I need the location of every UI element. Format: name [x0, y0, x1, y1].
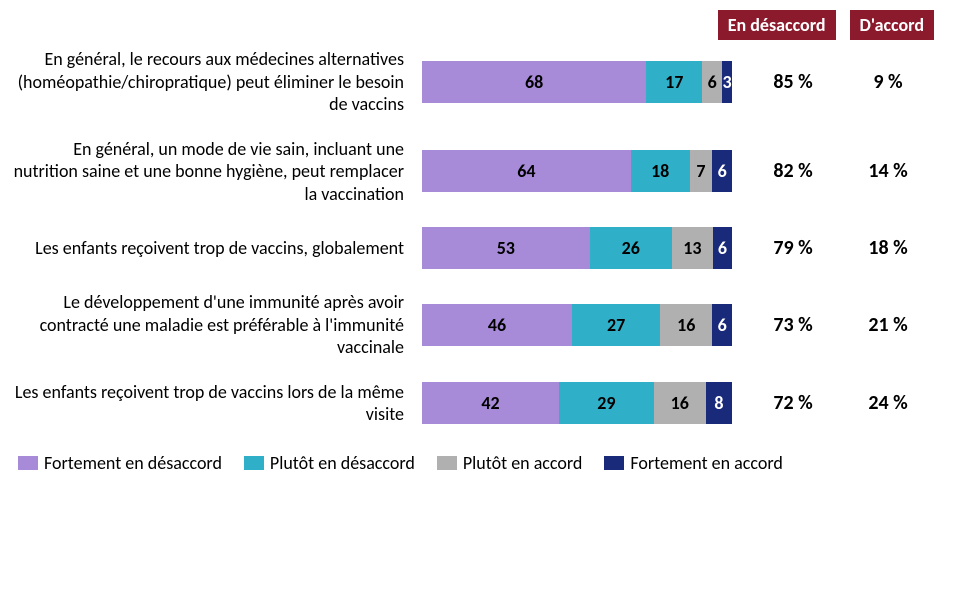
- chart-row: En général, un mode de vie sain, incluan…: [10, 138, 938, 206]
- legend-label: Fortement en désaccord: [44, 452, 222, 474]
- disagree-total: 79 %: [758, 236, 828, 260]
- row-totals: 79 % 18 %: [758, 236, 938, 260]
- bar-segment: 13: [672, 227, 713, 269]
- legend: Fortement en désaccord Plutôt en désaccor…: [10, 452, 938, 474]
- legend-label: Plutôt en accord: [463, 452, 583, 474]
- disagree-total: 72 %: [758, 391, 828, 415]
- row-label: En général, le recours aux médecines alt…: [10, 48, 410, 116]
- legend-label: Plutôt en désaccord: [270, 452, 415, 474]
- row-label: Le développement d'une immunité après av…: [10, 291, 410, 359]
- bar-segment: 8: [706, 382, 732, 424]
- legend-item: Plutôt en désaccord: [244, 452, 415, 474]
- row-totals: 85 % 9 %: [758, 70, 938, 94]
- agree-total: 9 %: [858, 70, 918, 94]
- header-agree: D'accord: [850, 10, 934, 40]
- legend-swatch: [18, 456, 38, 470]
- bar-segment: 27: [572, 304, 660, 346]
- column-headers: En désaccord D'accord: [10, 10, 938, 40]
- bar-segment: 42: [422, 382, 559, 424]
- bar-segment: 53: [422, 227, 590, 269]
- legend-swatch: [437, 456, 457, 470]
- disagree-total: 73 %: [758, 313, 828, 337]
- header-disagree: En désaccord: [718, 10, 836, 40]
- row-totals: 82 % 14 %: [758, 159, 938, 183]
- legend-swatch: [244, 456, 264, 470]
- disagree-total: 85 %: [758, 70, 828, 94]
- bar-segment: 68: [422, 61, 646, 103]
- bar-segment: 18: [631, 150, 690, 192]
- row-label: En général, un mode de vie sain, incluan…: [10, 138, 410, 206]
- row-label: Les enfants reçoivent trop de vaccins lo…: [10, 381, 410, 426]
- stacked-bar: 641876: [422, 150, 732, 192]
- legend-item: Plutôt en accord: [437, 452, 583, 474]
- row-label: Les enfants reçoivent trop de vaccins, g…: [10, 237, 410, 260]
- chart-row: En général, le recours aux médecines alt…: [10, 48, 938, 116]
- bar-segment: 16: [660, 304, 712, 346]
- stacked-bar: 5326136: [422, 227, 732, 269]
- bar-segment: 46: [422, 304, 572, 346]
- chart-row: Le développement d'une immunité après av…: [10, 291, 938, 359]
- bar-segment: 6: [712, 150, 732, 192]
- agree-total: 24 %: [858, 391, 918, 415]
- agree-total: 18 %: [858, 236, 918, 260]
- disagree-total: 82 %: [758, 159, 828, 183]
- bar-segment: 17: [646, 61, 702, 103]
- chart-row: Les enfants reçoivent trop de vaccins lo…: [10, 381, 938, 426]
- legend-swatch: [604, 456, 624, 470]
- legend-label: Fortement en accord: [630, 452, 782, 474]
- bar-segment: 6: [712, 304, 732, 346]
- bar-segment: 3: [722, 61, 732, 103]
- stacked-bar: 681763: [422, 61, 732, 103]
- bar-segment: 6: [713, 227, 732, 269]
- agree-total: 21 %: [858, 313, 918, 337]
- chart-row: Les enfants reçoivent trop de vaccins, g…: [10, 227, 938, 269]
- bar-segment: 6: [702, 61, 722, 103]
- chart-rows: En général, le recours aux médecines alt…: [10, 48, 938, 426]
- row-totals: 72 % 24 %: [758, 391, 938, 415]
- legend-item: Fortement en accord: [604, 452, 782, 474]
- agree-total: 14 %: [858, 159, 918, 183]
- row-totals: 73 % 21 %: [758, 313, 938, 337]
- bar-segment: 7: [690, 150, 713, 192]
- bar-segment: 64: [422, 150, 631, 192]
- stacked-bar: 4229168: [422, 382, 732, 424]
- bar-segment: 29: [559, 382, 654, 424]
- bar-segment: 26: [590, 227, 672, 269]
- bar-segment: 16: [654, 382, 706, 424]
- legend-item: Fortement en désaccord: [18, 452, 222, 474]
- stacked-bar: 4627166: [422, 304, 732, 346]
